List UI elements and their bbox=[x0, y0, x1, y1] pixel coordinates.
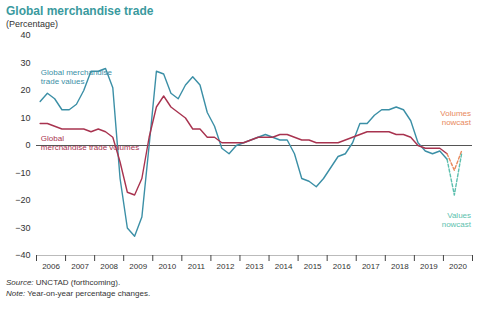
svg-text:2011: 2011 bbox=[188, 262, 206, 271]
svg-text:2018: 2018 bbox=[391, 262, 409, 271]
svg-text:2017: 2017 bbox=[362, 262, 380, 271]
svg-text:Global merchandisetrade values: Global merchandisetrade values bbox=[41, 68, 113, 86]
svg-text:20: 20 bbox=[20, 85, 30, 95]
svg-text:2008: 2008 bbox=[100, 262, 118, 271]
svg-text:30: 30 bbox=[20, 58, 30, 68]
svg-text:2007: 2007 bbox=[71, 262, 89, 271]
svg-text:2020: 2020 bbox=[449, 262, 467, 271]
svg-text:Volumesnowcast: Volumesnowcast bbox=[440, 109, 471, 127]
svg-text:2014: 2014 bbox=[275, 262, 293, 271]
svg-text:2013: 2013 bbox=[246, 262, 264, 271]
svg-text:2006: 2006 bbox=[42, 262, 60, 271]
svg-text:−40: −40 bbox=[15, 250, 30, 260]
svg-text:40: 40 bbox=[20, 30, 30, 40]
svg-text:2009: 2009 bbox=[129, 262, 147, 271]
svg-text:−30: −30 bbox=[15, 223, 30, 233]
svg-text:2010: 2010 bbox=[158, 262, 176, 271]
svg-text:Valuesnowcast: Valuesnowcast bbox=[442, 211, 472, 229]
html-text:Note: Year-on-year percentage: Note: Year-on-year percentage changes. bbox=[6, 289, 151, 298]
svg-text:−20: −20 bbox=[15, 195, 30, 205]
svg-text:Globalmerchandise trade volume: Globalmerchandise trade volumes bbox=[41, 134, 139, 152]
html-text:Global merchandise trade: Global merchandise trade bbox=[6, 4, 154, 18]
html-text:Source: UNCTAD (forthcoming).: Source: UNCTAD (forthcoming). bbox=[6, 278, 121, 287]
svg-text:10: 10 bbox=[20, 113, 30, 123]
svg-text:2015: 2015 bbox=[304, 262, 322, 271]
svg-text:−10: −10 bbox=[15, 168, 30, 178]
html-text:(Percentage): (Percentage) bbox=[6, 19, 58, 29]
svg-text:2016: 2016 bbox=[333, 262, 351, 271]
svg-text:2019: 2019 bbox=[420, 262, 438, 271]
svg-text:2012: 2012 bbox=[217, 262, 235, 271]
svg-text:0: 0 bbox=[25, 140, 30, 150]
